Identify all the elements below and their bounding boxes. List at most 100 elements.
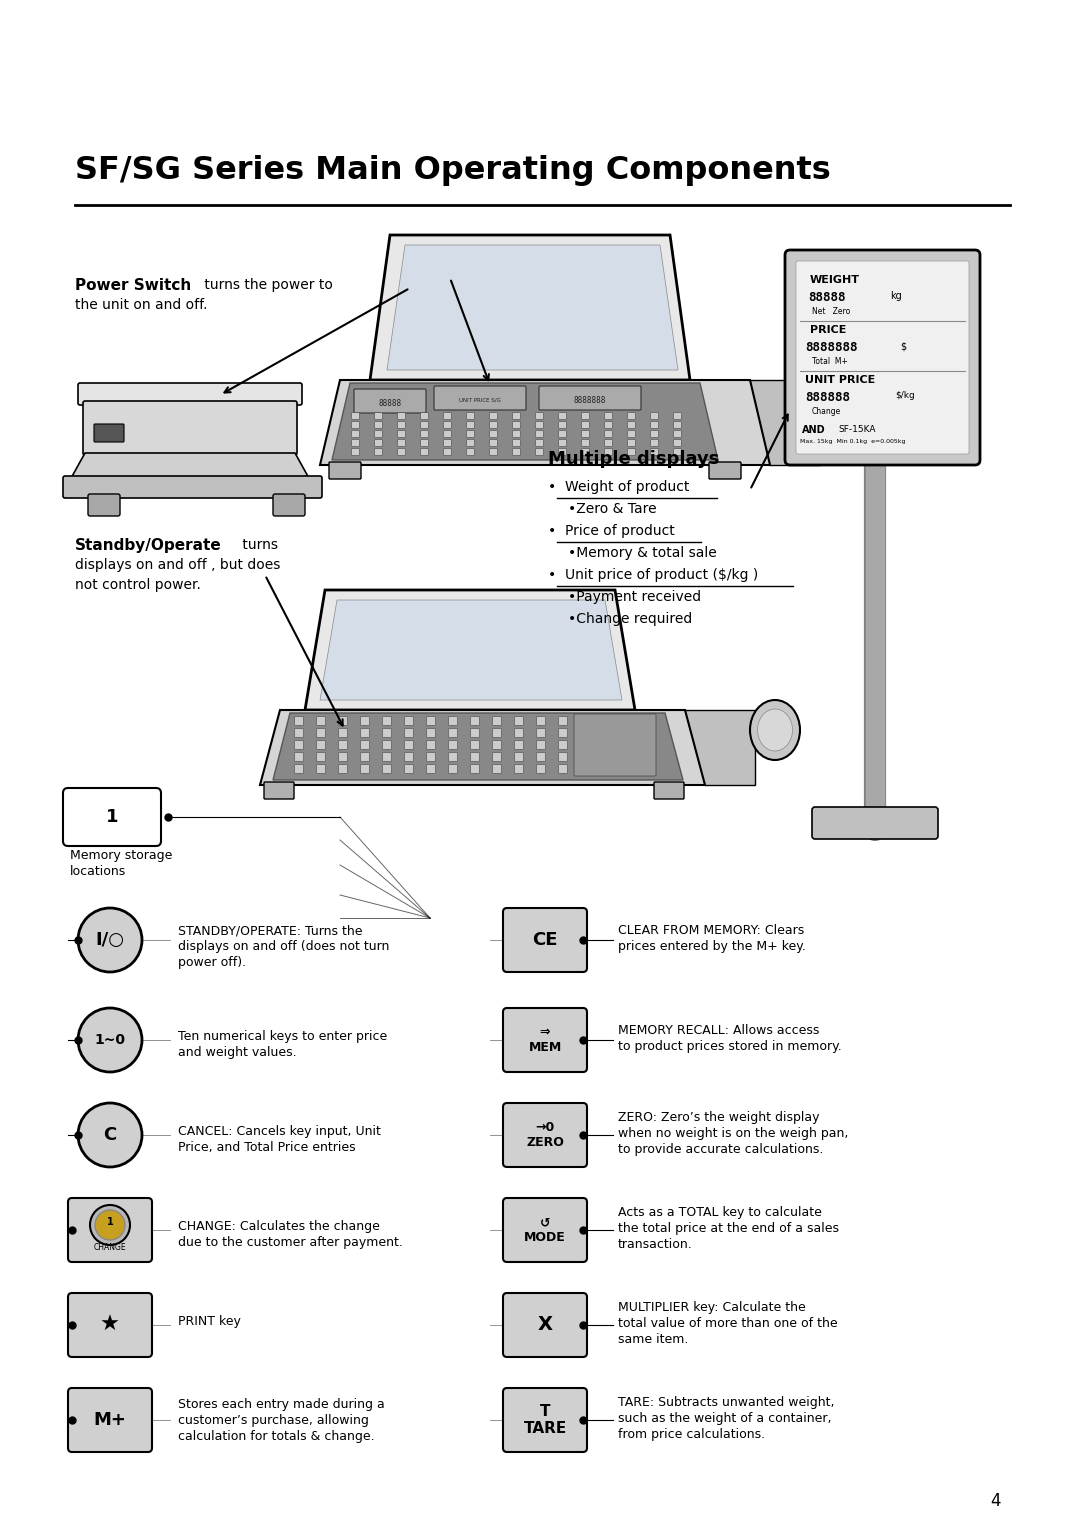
FancyBboxPatch shape [421,440,429,446]
FancyBboxPatch shape [558,440,566,446]
FancyBboxPatch shape [448,753,457,761]
FancyBboxPatch shape [812,807,939,839]
FancyBboxPatch shape [537,741,545,749]
FancyBboxPatch shape [573,714,656,776]
FancyBboxPatch shape [316,764,325,773]
Text: due to the customer after payment.: due to the customer after payment. [178,1236,403,1248]
FancyBboxPatch shape [397,440,405,446]
FancyBboxPatch shape [273,494,305,516]
Text: 1: 1 [107,1216,113,1227]
FancyBboxPatch shape [624,764,633,773]
Ellipse shape [757,709,793,750]
FancyBboxPatch shape [361,741,369,749]
FancyBboxPatch shape [536,422,543,428]
FancyBboxPatch shape [467,413,474,419]
FancyBboxPatch shape [375,422,382,428]
FancyBboxPatch shape [361,764,369,773]
FancyBboxPatch shape [558,741,567,749]
FancyBboxPatch shape [489,440,497,446]
FancyBboxPatch shape [316,753,325,761]
FancyBboxPatch shape [558,449,566,455]
FancyBboxPatch shape [316,729,325,738]
Ellipse shape [890,310,930,370]
FancyBboxPatch shape [492,729,501,738]
FancyBboxPatch shape [382,717,391,726]
FancyBboxPatch shape [536,431,543,437]
Ellipse shape [882,299,937,380]
FancyBboxPatch shape [264,782,294,799]
FancyBboxPatch shape [605,431,612,437]
FancyBboxPatch shape [405,753,414,761]
FancyBboxPatch shape [708,461,741,478]
Text: power off).: power off). [178,957,246,969]
FancyBboxPatch shape [537,753,545,761]
FancyBboxPatch shape [647,741,656,749]
FancyBboxPatch shape [582,422,590,428]
FancyBboxPatch shape [471,717,480,726]
FancyBboxPatch shape [647,717,656,726]
Text: STANDBY/OPERATE: Turns the: STANDBY/OPERATE: Turns the [178,924,363,937]
Text: $/kg: $/kg [895,391,915,400]
FancyBboxPatch shape [467,449,474,455]
Polygon shape [685,711,755,785]
FancyBboxPatch shape [650,449,659,455]
FancyBboxPatch shape [605,413,612,419]
FancyBboxPatch shape [471,729,480,738]
FancyBboxPatch shape [515,753,524,761]
Text: SF/SG Series Main Operating Components: SF/SG Series Main Operating Components [75,154,831,186]
FancyBboxPatch shape [339,764,348,773]
FancyBboxPatch shape [582,449,590,455]
FancyBboxPatch shape [397,449,405,455]
FancyBboxPatch shape [603,729,611,738]
Text: turns: turns [238,538,278,552]
FancyBboxPatch shape [503,1103,588,1167]
Polygon shape [320,380,770,465]
Text: 8888888: 8888888 [805,341,858,354]
Text: and weight values.: and weight values. [178,1047,297,1059]
FancyBboxPatch shape [405,729,414,738]
FancyBboxPatch shape [68,1387,152,1452]
Text: •  Unit price of product ($/kg ): • Unit price of product ($/kg ) [548,568,758,582]
FancyBboxPatch shape [537,764,545,773]
Text: WEIGHT: WEIGHT [810,275,860,286]
FancyBboxPatch shape [539,387,642,410]
FancyBboxPatch shape [515,741,524,749]
Text: transaction.: transaction. [618,1238,692,1251]
Text: •  Weight of product: • Weight of product [548,480,689,494]
Text: I/○: I/○ [95,931,124,949]
Text: CLEAR FROM MEMORY: Clears: CLEAR FROM MEMORY: Clears [618,924,805,937]
Text: PRICE: PRICE [810,325,847,335]
FancyBboxPatch shape [513,431,521,437]
Text: •Zero & Tare: •Zero & Tare [568,503,657,516]
FancyBboxPatch shape [603,741,611,749]
FancyBboxPatch shape [492,764,501,773]
Text: same item.: same item. [618,1332,688,1346]
FancyBboxPatch shape [339,717,348,726]
FancyBboxPatch shape [444,440,451,446]
FancyBboxPatch shape [68,1293,152,1357]
Text: UNIT PRICE S/G: UNIT PRICE S/G [459,397,501,402]
FancyBboxPatch shape [647,729,656,738]
FancyBboxPatch shape [581,764,590,773]
Text: CANCEL: Cancels key input, Unit: CANCEL: Cancels key input, Unit [178,1125,381,1138]
FancyBboxPatch shape [624,741,633,749]
FancyBboxPatch shape [361,729,369,738]
FancyBboxPatch shape [627,422,635,428]
Text: 4: 4 [990,1491,1000,1510]
FancyBboxPatch shape [329,461,361,478]
Text: 88888: 88888 [378,399,402,408]
FancyBboxPatch shape [421,431,429,437]
Text: AND: AND [802,425,825,435]
FancyBboxPatch shape [339,741,348,749]
Text: total value of more than one of the: total value of more than one of the [618,1317,838,1329]
FancyBboxPatch shape [83,400,297,455]
FancyBboxPatch shape [427,753,435,761]
FancyBboxPatch shape [503,1293,588,1357]
Text: 1~0: 1~0 [95,1033,125,1047]
FancyBboxPatch shape [489,449,497,455]
Text: Total  M+: Total M+ [812,358,848,367]
Text: PRINT key: PRINT key [178,1316,241,1328]
Text: C: C [104,1126,117,1144]
FancyBboxPatch shape [382,764,391,773]
FancyBboxPatch shape [536,413,543,419]
